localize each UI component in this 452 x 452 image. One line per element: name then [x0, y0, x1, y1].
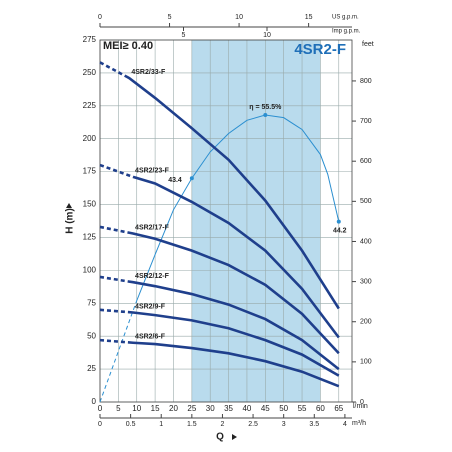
y-tick-label: 100 [83, 265, 97, 274]
x-tick-label: 55 [298, 404, 307, 413]
y-tick-label: 275 [83, 35, 97, 44]
y2-tick-label: 100 [360, 359, 372, 366]
y2-tick-label: 500 [360, 198, 372, 205]
y-axis-label: H (m) [65, 208, 76, 234]
plot-frame [99, 39, 353, 403]
annotation: 43.4 [168, 177, 182, 184]
y-tick-label: 125 [83, 233, 97, 242]
top-axis-label: US g.p.m. [332, 15, 359, 21]
bottom2-tick-label: 3 [282, 421, 286, 428]
series-label: 4SR2/17-F [135, 224, 170, 231]
y2-tick-label: 400 [360, 238, 372, 245]
operating-range [191, 40, 321, 402]
y-tick-label: 225 [83, 101, 97, 110]
y2-tick-label: 600 [360, 158, 372, 165]
x-tick-label: 0 [98, 404, 103, 413]
x-tick-label: 25 [187, 404, 196, 413]
x-tick-label: 45 [261, 404, 270, 413]
x-tick-label: 5 [116, 404, 121, 413]
x-tick-label: 15 [151, 404, 160, 413]
x-tick-label: 65 [334, 404, 343, 413]
head-curve [99, 338, 340, 388]
bottom2-tick-label: 4 [343, 421, 347, 428]
y2-tick-label: 0 [360, 399, 364, 406]
y-tick-label: 50 [87, 331, 96, 340]
top2-axis-label: Imp g.p.m. [332, 29, 361, 35]
y2-axis-label: feet [362, 41, 374, 48]
efficiency-line [99, 114, 340, 403]
series-label: 4SR2/23-F [135, 168, 170, 175]
y2-tick-label: 700 [360, 118, 372, 125]
annotation: 44.2 [333, 228, 347, 235]
efficiency-point [263, 113, 268, 118]
top2-tick-label: 5 [182, 32, 186, 39]
bottom2-tick-label: 2 [220, 421, 224, 428]
efficiency-point [189, 176, 194, 181]
y-tick-label: 25 [87, 364, 96, 373]
head-curve [99, 163, 340, 339]
top-tick-label: 0 [98, 14, 102, 21]
chart-title: 4SR2-F [294, 41, 346, 58]
chart-subtitle: MEI≥ 0.40 [103, 40, 153, 52]
x-tick-label: 10 [132, 404, 141, 413]
y2-tick-label: 300 [360, 278, 372, 285]
bottom2-tick-label: 3.5 [309, 421, 319, 428]
top2-tick-label: 10 [263, 32, 271, 39]
y-tick-label: 200 [83, 134, 97, 143]
annotation: η = 55.5% [249, 104, 282, 111]
x-axis-label: Q [216, 432, 224, 443]
bottom2-tick-label: 1.5 [187, 421, 197, 428]
head-curve [99, 275, 340, 371]
arrow-up [66, 203, 72, 208]
top-tick-label: 5 [168, 14, 172, 21]
series-label: 4SR2/12-F [135, 273, 170, 280]
bottom2-axis-label: m³/h [352, 420, 366, 427]
x-tick-label: 30 [206, 404, 215, 413]
bottom2-tick-label: 1 [159, 421, 163, 428]
x-tick-label: 60 [316, 404, 325, 413]
y-tick-label: 250 [83, 68, 97, 77]
head-curve [99, 61, 340, 310]
x-tick-label: 20 [169, 404, 178, 413]
bottom2-tick-label: 0.5 [126, 421, 136, 428]
top-tick-label: 10 [235, 14, 243, 21]
x-tick-label: 40 [242, 404, 251, 413]
series-label: 4SR2/9-F [135, 303, 166, 310]
top-tick-label: 15 [305, 14, 313, 21]
y-tick-label: 150 [83, 200, 97, 209]
y2-tick-label: 800 [360, 78, 372, 85]
head-curve [99, 308, 340, 377]
head-curve [99, 225, 340, 355]
x-tick-label: 35 [224, 404, 233, 413]
y-tick-label: 0 [92, 397, 97, 406]
efficiency-point [336, 219, 341, 224]
bottom2-tick-label: 0 [98, 421, 102, 428]
y-tick-label: 75 [87, 298, 96, 307]
bottom2-tick-label: 2.5 [248, 421, 258, 428]
x-unit: l/min [353, 403, 368, 410]
x-tick-label: 50 [279, 404, 288, 413]
y2-tick-label: 200 [360, 319, 372, 326]
series-label: 4SR2/6-F [135, 334, 166, 341]
y-tick-label: 175 [83, 167, 97, 176]
series-label: 4SR2/33-F [131, 69, 166, 76]
arrow-right [232, 434, 237, 440]
